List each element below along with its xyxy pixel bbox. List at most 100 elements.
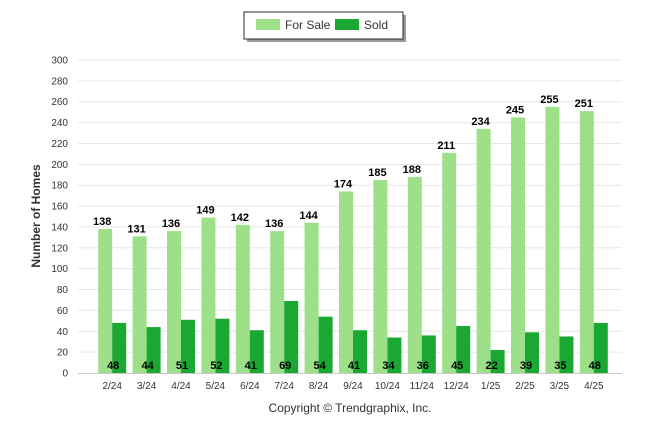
bar-sold: [559, 336, 574, 373]
data-label-sold: 22: [485, 360, 497, 372]
data-label-sold: 41: [348, 360, 360, 372]
x-tick-label: 10/24: [375, 381, 400, 392]
data-label-for-sale: 251: [575, 98, 593, 110]
y-tick-label: 80: [57, 285, 69, 296]
data-label-for-sale: 234: [471, 116, 490, 128]
x-tick-label: 6/24: [240, 381, 260, 392]
bar-for-sale: [579, 111, 594, 373]
x-tick-label: 2/24: [102, 381, 122, 392]
data-label-sold: 48: [107, 360, 119, 372]
x-tick-label: 11/24: [410, 381, 435, 392]
bar-for-sale: [270, 231, 285, 373]
data-label-sold: 52: [210, 360, 222, 372]
y-tick-label: 160: [51, 202, 68, 213]
data-label-for-sale: 144: [299, 210, 318, 222]
bar-sold: [181, 319, 195, 373]
data-label-sold: 41: [245, 360, 257, 372]
bar-for-sale: [167, 231, 181, 373]
data-label-for-sale: 174: [334, 178, 353, 190]
bar-sold: [146, 327, 161, 373]
data-label-sold: 48: [589, 360, 601, 372]
data-label-for-sale: 185: [368, 167, 386, 179]
bar-for-sale: [235, 224, 250, 373]
data-labels: 138 48 131 44 136 51 149 52 142 41 136 69 144 54 174 41…: [93, 94, 601, 372]
y-tick-label: 260: [51, 97, 68, 108]
x-tick-label: 3/24: [137, 381, 157, 392]
bar-for-sale: [511, 117, 525, 373]
bar-sold: [249, 330, 264, 373]
data-label-for-sale: 211: [437, 140, 455, 152]
data-label-for-sale: 188: [403, 164, 421, 176]
x-tick-label: 8/24: [309, 381, 329, 392]
legend-swatch-sold: [335, 19, 359, 30]
bar-sold: [593, 322, 608, 373]
y-tick-label: 100: [51, 264, 68, 275]
y-tick-label: 220: [51, 139, 68, 150]
bar-sold: [318, 316, 333, 373]
data-label-sold: 69: [279, 360, 291, 372]
x-tick-label: 4/25: [584, 381, 604, 392]
data-label-sold: 34: [382, 360, 395, 372]
bar-sold: [387, 337, 402, 373]
bar-for-sale: [132, 236, 147, 373]
data-label-for-sale: 142: [231, 212, 249, 224]
y-axis-label: Number of Homes: [29, 164, 43, 268]
legend-label-for-sale: For Sale: [285, 18, 331, 32]
bar-for-sale: [407, 176, 422, 373]
data-label-for-sale: 255: [540, 94, 558, 106]
y-tick-label: 300: [51, 56, 68, 67]
bar-sold: [112, 322, 127, 373]
bar-sold: [490, 350, 505, 373]
bar-sold: [284, 301, 299, 373]
bar-sold: [456, 326, 471, 373]
data-label-sold: 51: [176, 360, 188, 372]
x-tick-label: 4/24: [171, 381, 191, 392]
y-tick-label: 120: [51, 243, 68, 254]
y-tick-label: 0: [62, 369, 68, 380]
bars: [98, 106, 608, 373]
data-label-sold: 44: [141, 360, 154, 372]
bar-for-sale: [201, 217, 216, 373]
data-label-for-sale: 245: [506, 104, 524, 116]
bar-for-sale: [304, 222, 319, 373]
legend: For Sale Sold: [243, 11, 406, 42]
data-label-sold: 45: [451, 360, 463, 372]
data-label-for-sale: 131: [127, 223, 145, 235]
bar-sold: [525, 332, 539, 373]
bar-for-sale: [545, 106, 560, 373]
bar-for-sale: [339, 191, 353, 373]
x-tick-label: 3/25: [550, 381, 570, 392]
y-tick-label: 280: [51, 76, 68, 87]
bar-sold: [353, 330, 367, 373]
data-label-for-sale: 136: [162, 218, 180, 230]
x-tick-label: 5/24: [206, 381, 226, 392]
data-label-sold: 54: [313, 360, 326, 372]
x-tick-label: 2/25: [515, 381, 535, 392]
x-tick-label: 1/25: [481, 381, 501, 392]
bar-for-sale: [373, 179, 388, 373]
bar-sold: [215, 318, 230, 373]
data-label-sold: 39: [520, 360, 532, 372]
y-tick-label: 20: [57, 348, 69, 359]
bar-for-sale: [98, 229, 113, 373]
data-label-for-sale: 138: [93, 216, 111, 228]
data-label-sold: 36: [417, 360, 429, 372]
y-axis-ticks: 0 20 40 60 80 100 120 140 160 180 200 220 240 260 280 3…: [51, 56, 68, 380]
bar-for-sale: [442, 152, 457, 373]
y-tick-label: 60: [57, 306, 69, 317]
data-label-for-sale: 136: [265, 218, 283, 230]
x-axis-ticks: 2/24 3/24 4/24 5/24 6/24 7/24 8/24 9/24 10/24 11/…: [102, 381, 604, 392]
bar-sold: [421, 335, 436, 373]
x-tick-label: 7/24: [274, 381, 294, 392]
data-label-sold: 35: [554, 360, 566, 372]
x-tick-label: 9/24: [343, 381, 363, 392]
legend-label-sold: Sold: [364, 18, 388, 32]
x-tick-label: 12/24: [444, 381, 469, 392]
copyright-text: Copyright © Trendgraphix, Inc.: [269, 401, 432, 415]
legend-swatch-for-sale: [256, 19, 280, 30]
bar-for-sale: [476, 128, 491, 373]
y-tick-label: 140: [51, 222, 68, 233]
y-tick-label: 180: [51, 181, 68, 192]
data-label-for-sale: 149: [196, 205, 214, 217]
